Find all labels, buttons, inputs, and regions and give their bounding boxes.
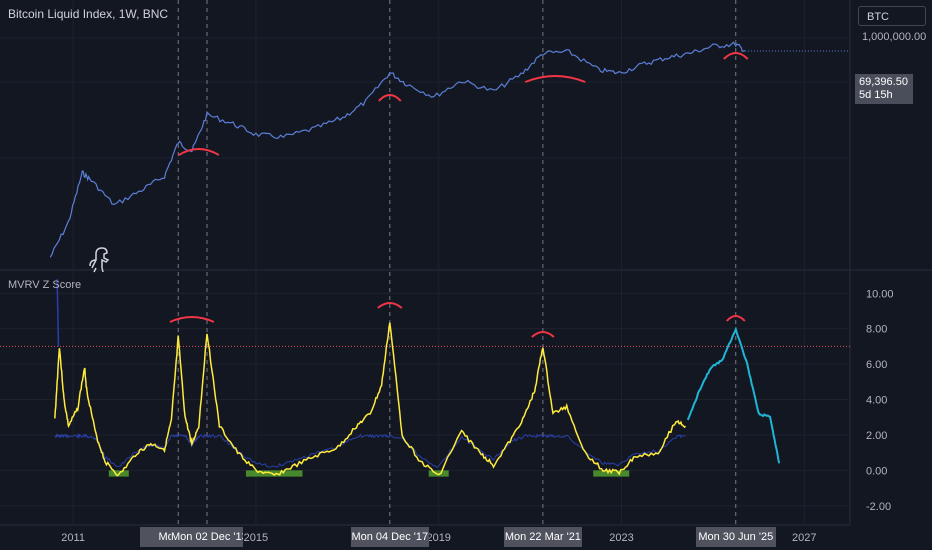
crosshair-date-tag: Mon 02 Dec '13 — [171, 527, 244, 547]
bar-countdown: 5d 15h — [859, 89, 893, 101]
symbol-badge[interactable]: BTC — [858, 6, 926, 26]
price-top-arc — [524, 75, 586, 83]
price-top-arc — [378, 94, 402, 102]
x-tick-label: 2023 — [609, 532, 633, 544]
price-series-line — [49, 41, 745, 258]
price-top-arc — [178, 148, 220, 156]
x-tick-label: 2019 — [426, 532, 450, 544]
crosshair-date-tag: Mon 04 Dec '17 — [350, 527, 429, 547]
mvrv-top-arc — [169, 316, 215, 323]
crosshair-date-tag: Mon 22 Mar '21 — [503, 527, 582, 547]
price-axis-label: 1,000,000.00 — [862, 31, 926, 43]
price-top-arc — [723, 52, 749, 60]
dino-icon-shape — [89, 247, 110, 273]
y-tick-label: -2.00 — [866, 501, 891, 513]
x-tick-label: 2011 — [61, 532, 85, 544]
projection-series-line — [686, 326, 781, 464]
mvrv-top-arc — [531, 331, 555, 338]
mvrv-series-line — [54, 322, 687, 477]
y-tick-label: 8.00 — [866, 324, 887, 336]
last-price-value: 69,396.50 — [859, 76, 908, 88]
chart-title: Bitcoin Liquid Index, 1W, BNC — [8, 7, 169, 21]
mvrv-top-arc — [726, 315, 746, 322]
y-tick-label: 6.00 — [866, 359, 887, 371]
mvrv-top-arc — [377, 302, 403, 309]
indicator-title: MVRV Z Score — [8, 279, 82, 291]
dino-icon — [89, 247, 110, 273]
y-tick-label: 10.00 — [866, 288, 894, 300]
y-tick-label: 0.00 — [866, 465, 887, 477]
x-tick-label: 2015 — [244, 532, 268, 544]
x-tick-label: 2027 — [792, 532, 816, 544]
realized-line — [54, 432, 686, 468]
last-price-tag: 69,396.50 5d 15h — [855, 74, 913, 104]
realized-line-spike — [56, 279, 60, 347]
crosshair-date-tag: Mon 30 Jun '25 — [695, 527, 776, 547]
y-tick-label: 4.00 — [866, 395, 887, 407]
y-tick-label: 2.00 — [866, 430, 887, 442]
